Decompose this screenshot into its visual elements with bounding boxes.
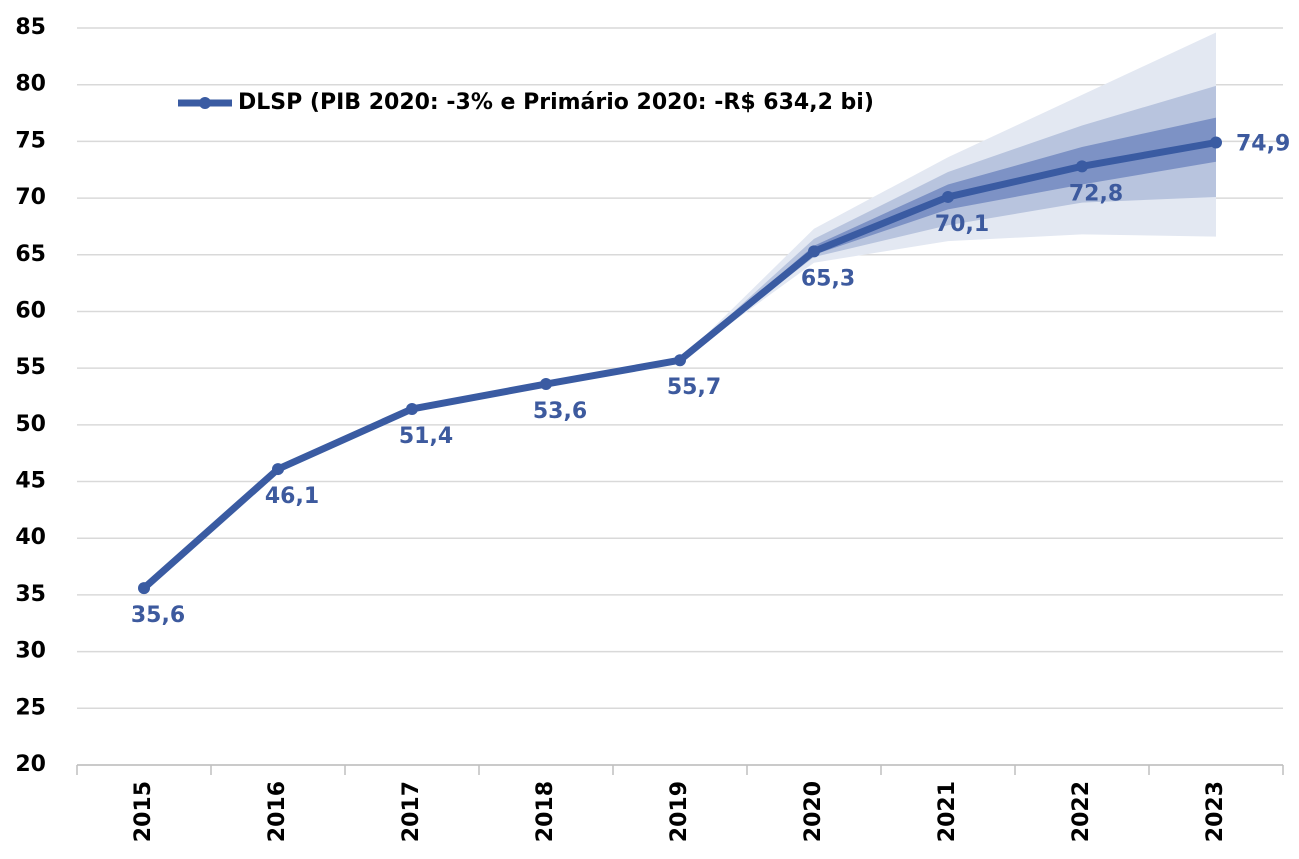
x-tick-label: 2022 [1069, 781, 1094, 842]
y-tick-label: 80 [15, 72, 46, 97]
data-point [808, 245, 820, 258]
y-tick-label: 40 [15, 525, 46, 550]
y-tick-label: 60 [15, 298, 46, 323]
y-tick-label: 85 [15, 15, 46, 40]
data-point [942, 190, 954, 203]
data-label: 74,9 [1236, 132, 1290, 157]
y-tick-label: 45 [15, 469, 46, 494]
data-label: 53,6 [533, 399, 587, 424]
data-point [272, 463, 284, 476]
y-tick-label: 75 [15, 128, 46, 153]
data-label: 51,4 [399, 424, 453, 449]
data-label: 55,7 [667, 375, 721, 400]
legend-label: DLSP (PIB 2020: -3% e Primário 2020: -R$… [238, 90, 874, 115]
x-tick-label: 2017 [399, 781, 424, 842]
data-point [406, 402, 418, 415]
y-tick-label: 25 [15, 695, 46, 720]
data-label: 46,1 [265, 484, 319, 509]
data-point [1210, 136, 1222, 149]
x-tick-label: 2015 [131, 781, 156, 842]
y-tick-label: 20 [15, 752, 46, 777]
y-tick-label: 50 [15, 412, 46, 437]
y-tick-label: 65 [15, 242, 46, 267]
data-label: 35,6 [131, 603, 185, 628]
y-tick-label: 55 [15, 355, 46, 380]
data-label: 72,8 [1069, 181, 1123, 206]
y-tick-label: 30 [15, 639, 46, 664]
y-tick-label: 35 [15, 582, 46, 607]
fan-band [680, 117, 1216, 361]
data-point [1076, 160, 1088, 173]
legend-marker [199, 97, 211, 109]
x-tick-label: 2016 [265, 781, 290, 842]
data-label: 65,3 [801, 266, 855, 291]
data-point [138, 582, 150, 595]
x-tick-label: 2023 [1203, 781, 1228, 842]
data-label: 70,1 [935, 212, 989, 237]
data-point [540, 378, 552, 391]
data-point [674, 354, 686, 367]
x-tick-label: 2018 [533, 781, 558, 842]
x-tick-label: 2020 [801, 781, 826, 842]
x-tick-label: 2019 [667, 781, 692, 842]
y-tick-label: 70 [15, 185, 46, 210]
x-tick-label: 2021 [935, 781, 960, 842]
